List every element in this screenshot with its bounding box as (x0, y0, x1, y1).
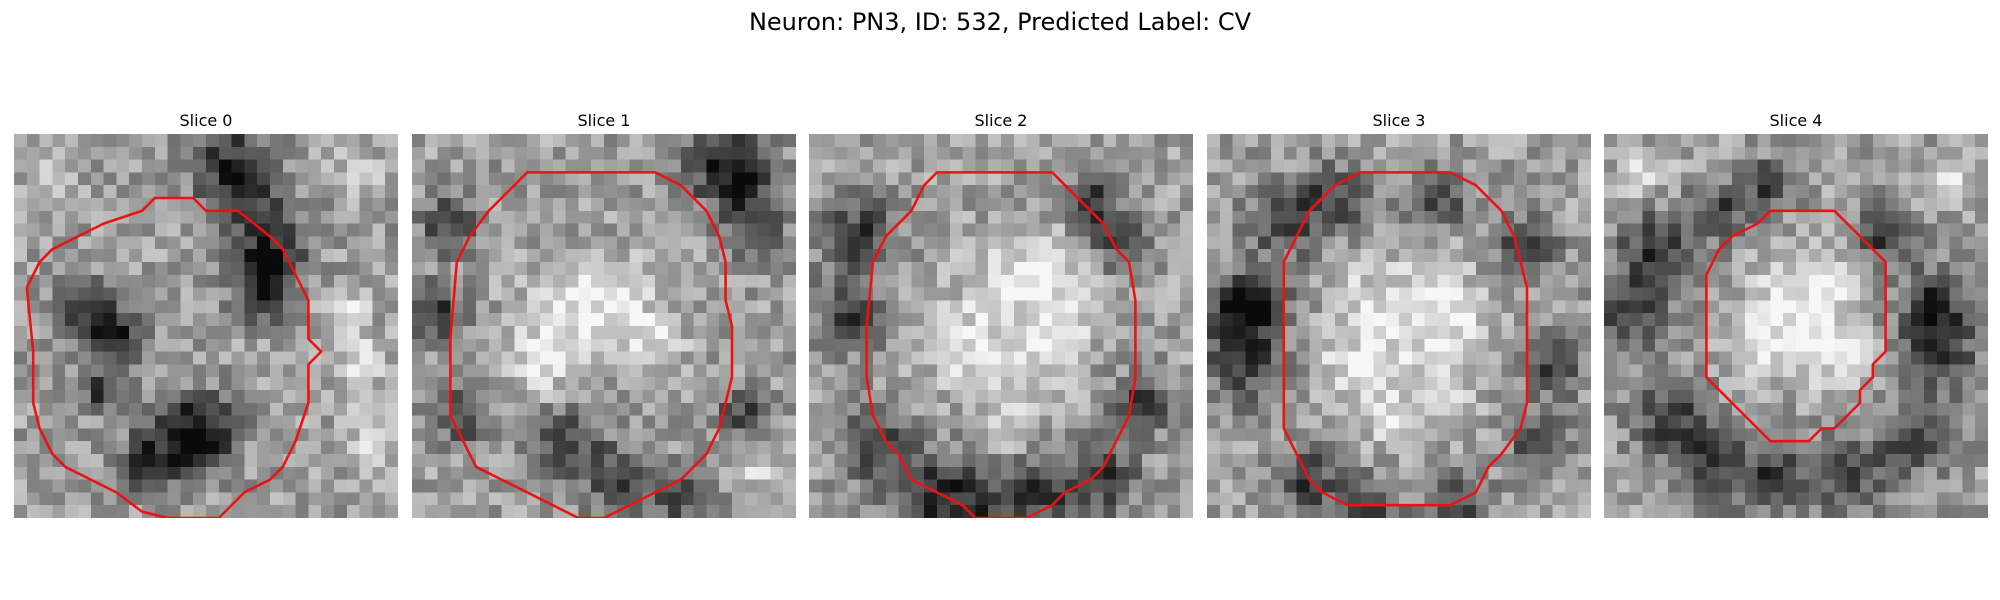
slice-title: Slice 1 (577, 111, 631, 130)
slice-panel: Slice 4 (1604, 110, 1988, 518)
segmentation-contour (1282, 171, 1529, 507)
microscopy-image (1604, 134, 1988, 518)
slice-panel: Slice 1 (412, 110, 796, 518)
slice-image (809, 134, 1193, 518)
microscopy-image (1207, 134, 1591, 518)
segmentation-contour (25, 196, 323, 518)
slice-panel: Slice 3 (1207, 110, 1591, 518)
microscopy-image (412, 134, 796, 518)
microscopy-image (809, 134, 1193, 518)
slice-title: Slice 0 (179, 111, 233, 130)
microscopy-image (14, 134, 398, 518)
slice-title: Slice 3 (1372, 111, 1426, 130)
slice-image (1604, 134, 1988, 518)
slice-image (412, 134, 796, 518)
segmentation-contour (865, 171, 1137, 518)
slice-panel: Slice 2 (809, 110, 1193, 518)
slice-image (14, 134, 398, 518)
segmentation-contour (1705, 209, 1887, 443)
slice-image (1207, 134, 1591, 518)
segmentation-contour (449, 171, 734, 518)
figure-title: Neuron: PN3, ID: 532, Predicted Label: C… (748, 8, 1252, 36)
slice-title: Slice 4 (1769, 111, 1823, 130)
slice-title: Slice 2 (974, 111, 1028, 130)
slice-panel: Slice 0 (14, 110, 398, 518)
